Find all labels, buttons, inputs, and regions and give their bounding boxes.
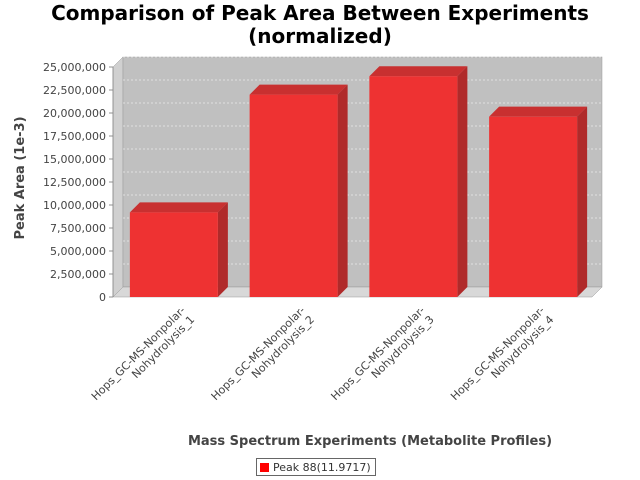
y-tick-label: 25,000,000 xyxy=(43,61,106,74)
y-tick-label: 20,000,000 xyxy=(43,107,106,120)
y-tick-label: 10,000,000 xyxy=(43,199,106,212)
y-tick-label: 22,500,000 xyxy=(43,84,106,97)
y-tick-label: 15,000,000 xyxy=(43,153,106,166)
bar xyxy=(369,66,468,297)
y-tick-label: 0 xyxy=(99,291,106,304)
bar xyxy=(489,106,588,298)
bars xyxy=(129,66,588,298)
bar-side xyxy=(337,84,348,297)
bar-side xyxy=(577,106,588,298)
legend-swatch xyxy=(260,462,269,472)
bar-side xyxy=(457,66,468,297)
bar-top xyxy=(249,84,348,95)
x-tick-label: Hops_GC-MS-Nonpolar-Nohydrolysis_2 xyxy=(209,304,317,412)
plot-left-wall xyxy=(112,56,124,298)
x-axis-category-labels: Hops_GC-MS-Nonpolar-Nohydrolysis_1 Hops_G… xyxy=(89,304,556,412)
y-axis-ticks: 0 2,500,000 5,000,000 7,500,000 10,000,000 12… xyxy=(43,61,114,304)
bar-front xyxy=(489,116,578,298)
y-tick-label: 2,500,000 xyxy=(50,268,106,281)
legend: Peak 88(11.9717) xyxy=(256,458,376,476)
y-axis-title: Peak Area (1e-3) xyxy=(13,116,28,239)
y-tick-label: 5,000,000 xyxy=(50,245,106,258)
legend-label: Peak 88(11.9717) xyxy=(273,460,371,474)
y-tick-label: 12,500,000 xyxy=(43,176,106,189)
bar-front xyxy=(249,94,338,297)
bar-top xyxy=(489,106,588,117)
x-tick-label: Hops_GC-MS-Nonpolar-Nohydrolysis_3 xyxy=(328,304,436,412)
bar-top xyxy=(129,202,228,213)
bar xyxy=(129,202,228,297)
x-tick-label: Hops_GC-MS-Nonpolar-Nohydrolysis_4 xyxy=(448,304,556,412)
bar xyxy=(249,84,348,297)
y-tick-label: 17,500,000 xyxy=(43,130,106,143)
y-tick-label: 7,500,000 xyxy=(50,222,106,235)
bar-top xyxy=(369,66,468,77)
bar-front xyxy=(369,76,458,297)
bar-front xyxy=(129,212,218,297)
x-tick-label: Hops_GC-MS-Nonpolar-Nohydrolysis_1 xyxy=(89,304,197,412)
bar-side xyxy=(217,202,228,297)
x-axis-title: Mass Spectrum Experiments (Metabolite Pr… xyxy=(188,434,552,449)
chart-title: Comparison of Peak Area Between Experime… xyxy=(51,1,589,48)
